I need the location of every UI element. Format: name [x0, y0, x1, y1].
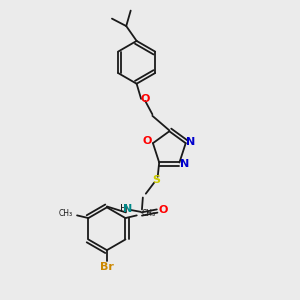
Text: O: O: [158, 205, 167, 215]
Text: O: O: [143, 136, 152, 146]
Text: N: N: [186, 137, 196, 147]
Text: O: O: [141, 94, 150, 103]
Text: H: H: [120, 204, 128, 214]
Text: N: N: [180, 159, 189, 169]
Text: CH₃: CH₃: [141, 209, 155, 218]
Text: CH₃: CH₃: [58, 209, 73, 218]
Text: S: S: [152, 175, 160, 185]
Text: N: N: [123, 204, 132, 214]
Text: Br: Br: [100, 262, 114, 272]
